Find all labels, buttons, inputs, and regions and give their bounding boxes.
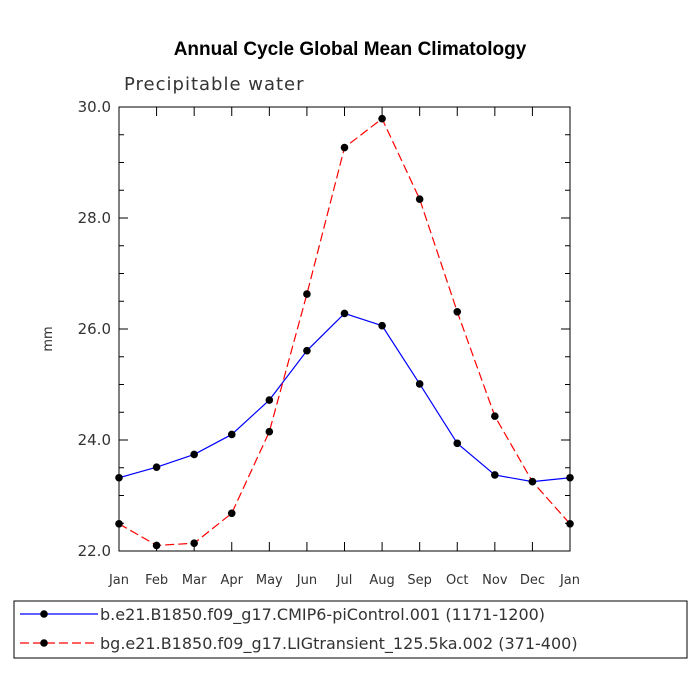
series-1-point-1 [152,541,161,550]
series-1-point-11 [528,477,537,486]
ticks-group [118,106,571,552]
x-tick-label-4: May [256,573,283,588]
y-tick-label-1: 24.0 [78,431,111,449]
series-1-point-9 [453,307,462,316]
x-tick-label-3: Apr [221,573,244,588]
x-tick-label-12: Jan [559,573,580,588]
legend-box [13,600,688,659]
series-1-point-3 [227,509,236,518]
x-tick-label-1: Feb [145,573,168,588]
x-tick-labels: Jan Feb Mar Apr May Jun Jul Aug Sep Oct Nov Dec Jan [108,573,580,588]
y-tick-label-2: 26.0 [78,320,111,338]
series-0-point-10 [491,471,499,479]
x-tick-label-6: Jul [336,573,353,588]
legend-label-1: bg.e21.B1850.f09_g17.LIGtransient_125.5k… [100,634,578,654]
series-0-point-2 [190,450,198,459]
series-0-point-1 [152,463,161,471]
series-0-point-9 [453,439,462,448]
legend-dot-0 [40,610,48,618]
chart-subtitle: Precipitable water [124,74,305,95]
series-group [115,114,574,550]
legend-label-0: b.e21.B1850.f09_g17.CMIP6-piControl.001 … [100,605,545,625]
series-1-point-4 [265,427,274,436]
legend-dot-1 [40,639,48,647]
legend-item-1: bg.e21.B1850.f09_g17.LIGtransient_125.5k… [20,634,578,654]
series-0-point-3 [227,430,236,439]
x-tick-label-2: Mar [182,573,207,588]
x-tick-label-9: Oct [446,573,468,588]
series-0-point-0 [115,473,123,482]
series-1-point-5 [303,290,311,298]
y-axis-label: mm [41,326,56,351]
x-tick-label-7: Aug [369,573,394,588]
y-tick-label-0: 22.0 [78,542,111,560]
series-1-point-2 [190,539,198,548]
series-1-point-0 [115,520,123,528]
y-tick-label-3: 28.0 [78,209,111,227]
series-0-point-5 [303,346,311,355]
x-tick-label-0: Jan [108,573,129,588]
legend-item-0: b.e21.B1850.f09_g17.CMIP6-piControl.001 … [20,605,545,625]
series-0-point-8 [415,380,424,388]
series-1-point-6 [340,143,349,152]
series-1-point-12 [566,520,574,528]
series-1-point-10 [491,412,499,420]
series-line-1 [118,117,571,547]
x-tick-label-5: Jun [296,573,317,588]
series-1-point-7 [378,114,386,123]
x-tick-label-8: Sep [407,573,432,588]
y-tick-label-4: 30.0 [78,98,111,116]
plot-area [118,106,571,552]
series-0-point-7 [378,321,386,330]
series-0-point-6 [340,309,349,318]
series-line-0 [118,312,571,483]
x-tick-label-11: Dec [520,573,545,588]
series-1-point-8 [415,195,424,203]
x-tick-label-10: Nov [482,573,508,588]
series-0-point-12 [566,473,574,482]
series-0-point-4 [265,396,274,404]
y-tick-labels: 22.0 24.0 26.0 28.0 30.0 [78,98,111,560]
chart-title: Annual Cycle Global Mean Climatology [174,39,527,60]
